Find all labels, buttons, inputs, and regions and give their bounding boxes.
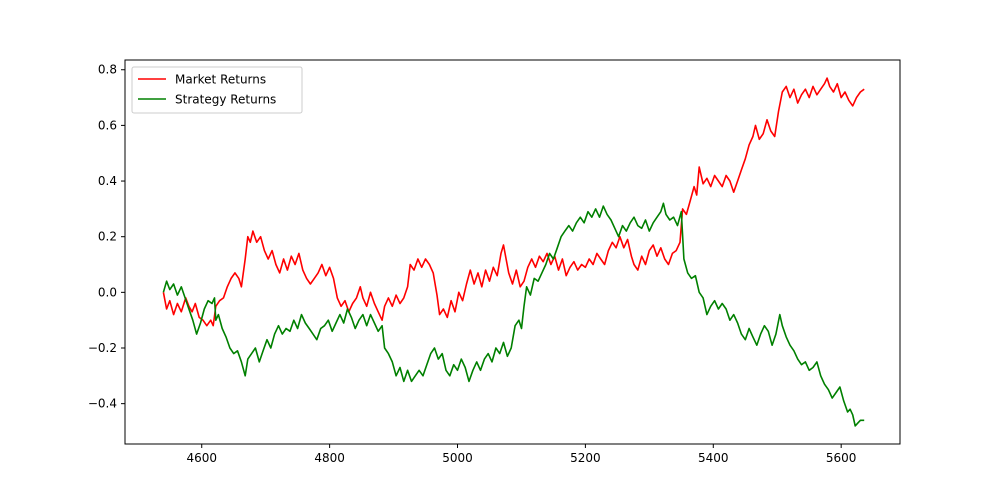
y-tick-label: 0.0 (98, 285, 117, 299)
y-tick-label: 0.8 (98, 63, 117, 77)
x-tick-label: 5600 (826, 451, 857, 465)
y-tick-label: 0.6 (98, 118, 117, 132)
y-tick-label: −0.4 (88, 397, 117, 411)
legend-label-strategy-returns: Strategy Returns (175, 93, 276, 107)
series-line-strategy-returns (162, 202, 865, 427)
legend-box (131, 66, 303, 114)
legend: Market Returns Strategy Returns (131, 66, 303, 114)
x-tick-label: 5000 (442, 451, 473, 465)
series-layer (162, 77, 865, 427)
y-tick-label: 0.2 (98, 230, 117, 244)
y-tick-label: 0.4 (98, 174, 117, 188)
x-tick-label: 5400 (698, 451, 729, 465)
series-line-market-returns (162, 77, 865, 327)
x-tick-label: 5200 (570, 451, 601, 465)
x-axis: 4600 4800 5000 5200 5400 5600 (186, 444, 856, 465)
legend-label-market-returns: Market Returns (175, 73, 266, 87)
x-tick-label: 4600 (186, 451, 217, 465)
plot-frame (124, 59, 901, 445)
y-axis: −0.4 −0.2 0.0 0.2 0.4 0.6 0.8 (88, 63, 125, 411)
y-tick-label: −0.2 (88, 341, 117, 355)
x-tick-label: 4800 (314, 451, 345, 465)
